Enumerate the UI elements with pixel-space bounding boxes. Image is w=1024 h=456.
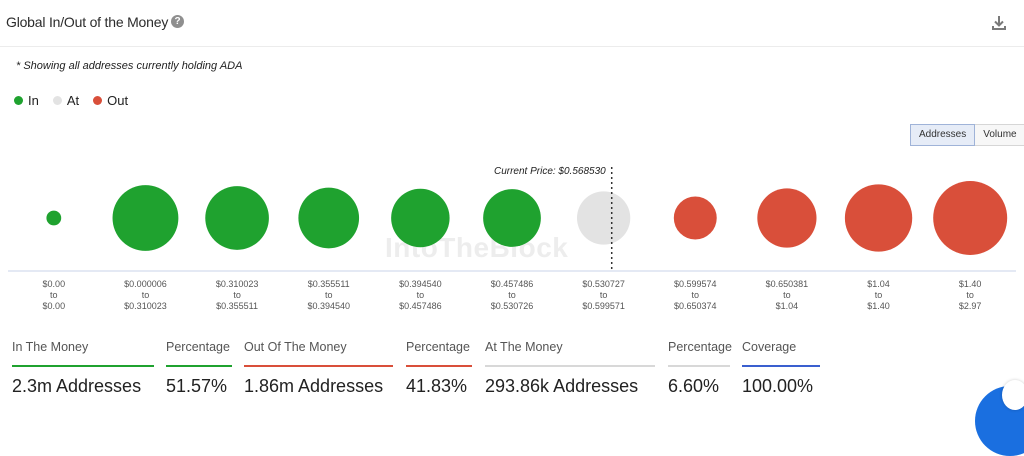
chart-title: Global In/Out of the Money <box>6 14 169 30</box>
bubble-in[interactable] <box>391 188 450 248</box>
legend-label-in: In <box>28 93 39 108</box>
stat-out-percentage: Percentage 41.83% <box>406 340 472 397</box>
stat-at-percentage: Percentage 6.60% <box>668 340 732 397</box>
legend-item-out[interactable]: Out <box>93 93 128 108</box>
tick-label: $0.310023 <box>124 301 167 311</box>
addresses-toggle-button[interactable]: Addresses <box>910 124 976 146</box>
tick-label: $0.000006 <box>124 279 167 289</box>
stat-label: In The Money <box>12 340 89 354</box>
tick-label: $0.530726 <box>491 301 534 311</box>
tick-label: $1.40 <box>959 279 982 289</box>
tick-label: $0.530727 <box>582 279 625 289</box>
stat-bar <box>742 365 820 367</box>
tick-label: $0.650381 <box>766 279 809 289</box>
download-icon[interactable] <box>990 14 1008 32</box>
tick-label-to: to <box>692 290 700 300</box>
stat-label: Out Of The Money <box>244 340 347 354</box>
tick-label-to: to <box>417 290 425 300</box>
stat-label: Percentage <box>406 340 470 354</box>
current-price-label: Current Price: $0.568530 <box>494 166 606 177</box>
bubble-in[interactable] <box>112 185 179 251</box>
bubble-in[interactable] <box>46 210 62 226</box>
stat-bar <box>12 365 154 367</box>
stat-value: 100.00% <box>742 376 814 396</box>
tick-label-to: to <box>233 290 241 300</box>
stat-value: 51.57% <box>166 376 228 396</box>
tick-label-to: to <box>142 290 150 300</box>
tick-label: $0.00 <box>43 279 66 289</box>
legend-label-at: At <box>66 93 80 108</box>
metric-toggle: Addresses Volume <box>910 124 1024 146</box>
stat-in-the-money: In The Money 2.3m Addresses <box>12 340 154 397</box>
tick-label-to: to <box>325 290 333 300</box>
bubble-chart: $0.00to$0.00$0.000006to$0.310023$0.31002… <box>8 166 1016 311</box>
bubble-out[interactable] <box>673 196 717 240</box>
bubble-in[interactable] <box>205 186 269 250</box>
question-circle-icon[interactable]: ? <box>171 15 184 28</box>
tick-label: $0.650374 <box>674 301 717 311</box>
tick-label: $0.355511 <box>216 301 258 311</box>
tick-label: $0.457486 <box>399 301 442 311</box>
stat-in-percentage: Percentage 51.57% <box>166 340 232 397</box>
stat-value: 6.60% <box>668 376 720 396</box>
holding-note: * Showing all addresses currently holdin… <box>16 60 243 72</box>
tick-label: $0.457486 <box>491 279 534 289</box>
tick-label-to: to <box>875 290 883 300</box>
tick-label: $0.599571 <box>582 301 625 311</box>
tick-label-to: to <box>600 290 608 300</box>
stat-out-of-the-money: Out Of The Money 1.86m Addresses <box>244 340 393 397</box>
bubble-out[interactable] <box>757 188 817 248</box>
tick-label-to: to <box>783 290 791 300</box>
tick-label-to: to <box>966 290 974 300</box>
tick-label: $0.394540 <box>307 301 350 311</box>
stat-coverage: Coverage 100.00% <box>742 340 820 397</box>
stat-value: 293.86k Addresses <box>485 376 639 396</box>
tick-label-to: to <box>508 290 516 300</box>
tick-label-to: to <box>50 290 58 300</box>
stat-bar <box>406 365 472 367</box>
legend: In At Out <box>14 93 128 108</box>
tick-label: $0.394540 <box>399 279 442 289</box>
volume-toggle-button[interactable]: Volume <box>975 124 1024 146</box>
legend-label-out: Out <box>107 93 129 108</box>
tick-label: $1.04 <box>776 301 799 311</box>
legend-dot-in <box>14 96 23 105</box>
legend-item-at[interactable]: At <box>52 93 80 108</box>
tick-label: $2.97 <box>959 301 982 311</box>
legend-dot-at <box>52 96 62 105</box>
stat-label: Percentage <box>668 340 732 354</box>
tick-label: $0.355511 <box>308 279 350 289</box>
stat-label: Coverage <box>742 340 797 354</box>
tick-label: $0.310023 <box>216 279 259 289</box>
tick-label: $1.40 <box>867 301 890 311</box>
bubble-at[interactable] <box>576 191 631 245</box>
tick-label: $0.599574 <box>674 279 717 289</box>
bubble-out[interactable] <box>844 184 913 252</box>
tick-label: $1.04 <box>867 279 890 289</box>
tick-label: $0.00 <box>43 301 66 311</box>
chat-bot-icon[interactable] <box>1002 380 1024 410</box>
bubble-in[interactable] <box>298 187 360 249</box>
legend-dot-out <box>93 96 103 105</box>
stat-value: 41.83% <box>406 376 468 396</box>
stat-bar <box>166 365 232 367</box>
stats-row: In The Money 2.3m Addresses Percentage 5… <box>0 340 1024 400</box>
stat-bar <box>668 365 730 367</box>
legend-item-in[interactable]: In <box>14 93 39 108</box>
stat-label: At The Money <box>485 340 563 354</box>
bubble-out[interactable] <box>933 181 1008 255</box>
stat-bar <box>485 365 655 367</box>
chart-header: Global In/Out of the Money ? <box>0 0 1024 47</box>
stat-value: 2.3m Addresses <box>12 376 142 396</box>
stat-at-the-money: At The Money 293.86k Addresses <box>485 340 655 397</box>
bubble-in[interactable] <box>483 189 541 247</box>
stat-label: Percentage <box>166 340 230 354</box>
stat-value: 1.86m Addresses <box>244 376 384 396</box>
stat-bar <box>244 365 393 367</box>
